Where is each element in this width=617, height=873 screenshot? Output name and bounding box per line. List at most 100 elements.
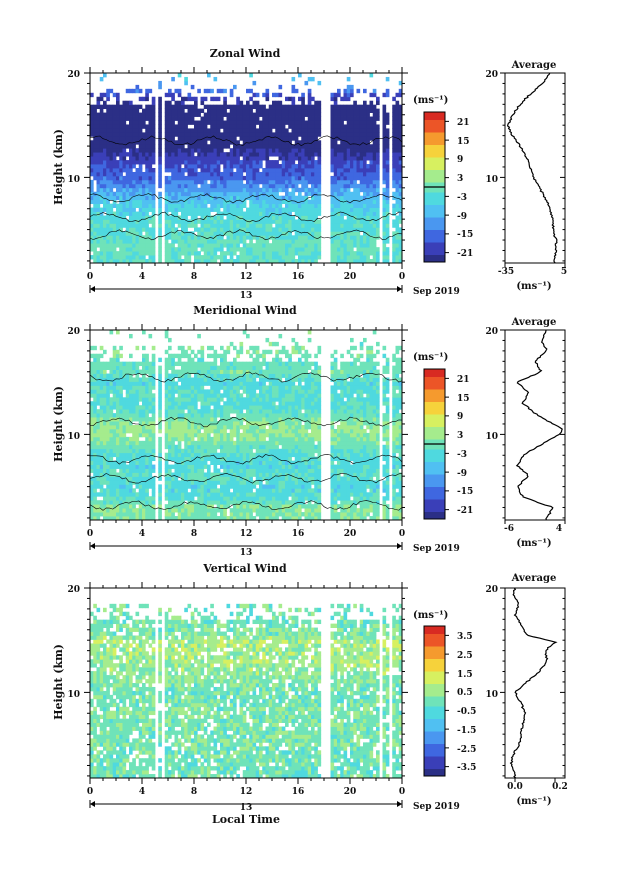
heatmap-cell <box>350 168 354 173</box>
heatmap-cell <box>177 436 182 442</box>
heatmap-cell <box>171 171 175 177</box>
heatmap-cell <box>96 175 101 181</box>
heatmap-cell <box>304 239 309 244</box>
heatmap-cell <box>223 152 227 157</box>
heatmap-cell <box>226 219 231 224</box>
heatmap-cell <box>359 203 364 208</box>
heatmap-cell <box>177 255 182 260</box>
heatmap-cell <box>164 508 169 513</box>
heatmap-cell <box>294 108 299 113</box>
heatmap-cell <box>285 179 289 185</box>
heatmap-cell <box>116 100 120 106</box>
heatmap-cell <box>103 219 107 224</box>
heatmap-cell <box>122 452 127 458</box>
heatmap-cell <box>151 255 156 260</box>
heatmap-cell <box>119 239 123 244</box>
heatmap-cell <box>148 365 153 370</box>
heatmap-cell <box>285 183 289 189</box>
heatmap-cell <box>132 215 136 220</box>
heatmap-cell <box>242 132 247 137</box>
heatmap-cell <box>184 393 188 398</box>
heatmap-cell <box>275 179 279 185</box>
heatmap-cell <box>220 251 224 256</box>
heatmap-cell <box>220 239 224 244</box>
heatmap-cell <box>187 440 192 446</box>
heatmap-cell <box>184 361 188 367</box>
heatmap-cell <box>119 440 123 446</box>
heatmap-cell <box>171 421 175 426</box>
heatmap-cell <box>265 199 270 205</box>
heatmap-cell <box>125 171 130 177</box>
heatmap-cell <box>246 124 250 129</box>
heatmap-cell <box>132 120 136 125</box>
heatmap-cell <box>278 211 283 216</box>
heatmap-cell <box>125 484 130 489</box>
heatmap-cell <box>177 488 182 493</box>
colorbar-swatch <box>424 257 445 260</box>
heatmap-cell <box>93 227 97 232</box>
heatmap-cell <box>164 480 169 485</box>
heatmap-cell <box>229 175 234 181</box>
heatmap-cell <box>239 183 244 189</box>
heatmap-cell <box>346 223 351 228</box>
heatmap-cell <box>122 421 127 426</box>
heatmap-cell <box>168 128 172 133</box>
heatmap-cell <box>135 156 140 161</box>
heatmap-cell <box>372 112 377 117</box>
heatmap-cell <box>301 132 305 137</box>
heatmap-cell <box>112 156 117 161</box>
heatmap-cell <box>145 231 149 236</box>
heatmap-cell <box>174 389 179 394</box>
heatmap-cell <box>90 444 94 450</box>
heatmap-cell <box>148 436 153 442</box>
heatmap-cell <box>200 160 205 165</box>
heatmap-cell <box>148 239 153 244</box>
heatmap-cell <box>119 377 123 382</box>
heatmap-cell <box>207 152 211 157</box>
heatmap-cell <box>200 156 205 161</box>
heatmap-cell <box>181 235 185 240</box>
heatmap-cell <box>376 259 380 264</box>
heatmap-cell <box>216 191 221 197</box>
heatmap-cell <box>112 179 117 185</box>
heatmap-cell <box>174 381 179 386</box>
heatmap-cell <box>265 211 270 216</box>
heatmap-cell <box>112 255 117 260</box>
heatmap-cell <box>103 100 107 106</box>
heatmap-cell <box>220 104 224 110</box>
heatmap-cell <box>148 373 153 378</box>
heatmap-cell <box>372 227 377 232</box>
heatmap-cell <box>132 413 136 418</box>
heatmap-cell <box>265 251 270 256</box>
heatmap-cell <box>96 357 101 363</box>
heatmap-cell <box>213 171 218 177</box>
heatmap-cell <box>213 183 218 189</box>
heatmap-cell <box>184 187 188 193</box>
heatmap-cell <box>174 219 179 224</box>
heatmap-cell <box>249 164 253 169</box>
heatmap-cell <box>356 112 361 117</box>
heatmap-cell <box>356 215 361 220</box>
heatmap-cell <box>184 231 188 236</box>
heatmap-cell <box>187 361 192 367</box>
heatmap-cell <box>122 235 127 240</box>
heatmap-cell <box>239 132 244 137</box>
heatmap-cell <box>337 92 341 98</box>
heatmap-cell <box>190 444 195 450</box>
heatmap-cell <box>116 385 120 390</box>
heatmap-cell <box>252 211 257 216</box>
heatmap-cell <box>142 472 146 477</box>
heatmap-cell <box>259 259 263 264</box>
heatmap-cell <box>369 235 374 240</box>
heatmap-cell <box>314 215 318 220</box>
heatmap-cell <box>246 175 250 181</box>
heatmap-cell <box>122 136 127 141</box>
heatmap-cell <box>93 397 97 402</box>
heatmap-cell <box>122 179 127 185</box>
heatmap-cell <box>311 187 315 193</box>
heatmap-cell <box>213 215 218 220</box>
heatmap-cell <box>142 179 146 185</box>
heatmap-cell <box>366 247 370 252</box>
heatmap-cell <box>363 179 367 185</box>
heatmap-cell <box>272 219 276 224</box>
